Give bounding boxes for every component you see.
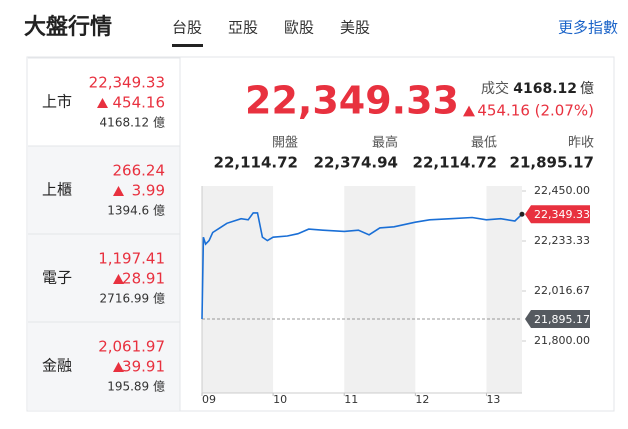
more-link[interactable]: 更多指數	[558, 19, 618, 37]
x-tick-label: 12	[415, 393, 429, 406]
quote-change: 454.16 (2.07%)	[477, 102, 594, 120]
sidebar-row[interactable]	[28, 146, 180, 234]
volume-value: 4168.12	[513, 81, 577, 97]
index-name: 上市	[42, 93, 72, 111]
prev-close-tag	[525, 310, 590, 329]
x-tick-label: 11	[344, 393, 358, 406]
up-arrow	[97, 98, 108, 108]
up-arrow	[113, 186, 124, 196]
last-point	[519, 211, 525, 217]
tab-underline	[172, 44, 203, 47]
tab[interactable]: 歐股	[284, 19, 314, 37]
panel	[26, 56, 615, 412]
stat-value: 22,114.72	[214, 154, 298, 172]
index-name: 電子	[42, 269, 72, 287]
session-band	[486, 186, 522, 393]
stat-label: 最高	[372, 135, 398, 151]
index-volume: 1394.6 億	[107, 204, 165, 218]
title: 大盤行情	[24, 14, 112, 40]
index-volume: 195.89 億	[107, 380, 165, 394]
stat-label: 最低	[471, 136, 497, 151]
x-tick-label: 13	[486, 393, 500, 406]
volume-label: 成交	[481, 80, 509, 97]
last-label: 22,349.33	[534, 208, 590, 221]
index-name: 上櫃	[42, 181, 72, 199]
stat-label: 昨收	[568, 136, 594, 151]
up-arrow	[113, 274, 124, 284]
sidebar-row[interactable]	[28, 234, 180, 322]
stat-label: 開盤	[272, 136, 298, 151]
stat-value: 22,114.72	[413, 154, 497, 172]
up-arrow	[113, 362, 124, 372]
sidebar-row[interactable]	[28, 322, 180, 410]
session-band	[344, 186, 416, 393]
index-change: 28.91	[122, 270, 165, 288]
index-price: 2,061.97	[98, 338, 165, 356]
stat-value: 21,895.17	[510, 154, 594, 172]
tab[interactable]: 亞股	[228, 19, 258, 37]
x-tick-label: 09	[202, 393, 216, 406]
price-line	[201, 212, 523, 320]
last-tag	[525, 205, 590, 224]
index-change: 454.16	[113, 94, 166, 112]
y-tick-label: 21,800.00	[534, 334, 590, 347]
index-price: 22,349.33	[89, 74, 165, 92]
x-tick-label: 10	[273, 393, 287, 406]
session-band	[202, 186, 274, 393]
index-change: 39.91	[122, 358, 165, 376]
index-name: 金融	[42, 357, 72, 375]
quote-price: 22,349.33	[245, 79, 459, 123]
index-change: 3.99	[132, 182, 165, 200]
volume-unit: 億	[580, 81, 594, 97]
y-tick-label: 22,450.00	[534, 184, 590, 197]
y-tick-label: 22,233.33	[534, 234, 590, 247]
y-tick-label: 22,016.67	[534, 284, 590, 297]
index-volume: 2716.99 億	[100, 292, 165, 306]
index-price: 266.24	[113, 162, 166, 180]
stat-value: 22,374.94	[314, 154, 398, 172]
tab[interactable]: 台股	[172, 19, 202, 37]
index-volume: 4168.12 億	[100, 116, 165, 130]
up-arrow	[463, 105, 475, 117]
index-price: 1,197.41	[98, 250, 165, 268]
tab[interactable]: 美股	[340, 19, 370, 37]
prev-close-label: 21,895.17	[534, 313, 590, 326]
